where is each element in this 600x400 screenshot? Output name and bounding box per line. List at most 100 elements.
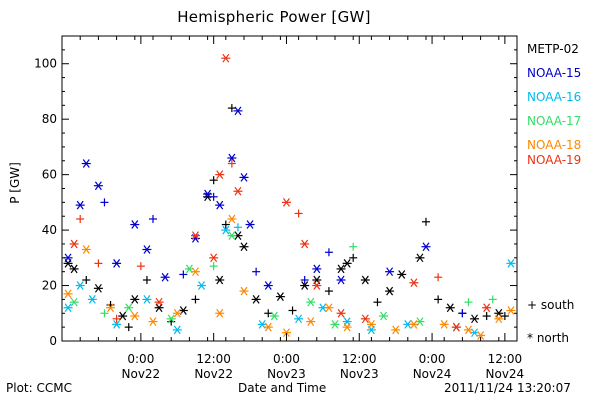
data-point-north [360, 314, 370, 324]
data-point-north [154, 303, 164, 313]
data-point-north [360, 275, 370, 285]
data-point-north [63, 259, 73, 268]
data-point-north [445, 303, 455, 313]
data-point-north [385, 286, 395, 296]
data-point-north [118, 311, 128, 321]
data-point-north [215, 200, 225, 210]
legend-south-symbol: + south [527, 298, 574, 312]
legend-entry-noaa-17: NOAA-17 [527, 114, 582, 128]
y-tick-label: 60 [42, 168, 57, 182]
y-tick-label: 20 [42, 279, 57, 293]
data-point-north [391, 325, 401, 335]
data-point-south [100, 309, 109, 318]
data-point-north [124, 303, 134, 313]
data-point-north [239, 242, 249, 252]
data-point-north [69, 297, 79, 307]
data-point-north [154, 297, 164, 307]
data-point-north [300, 239, 310, 249]
data-point-north [130, 311, 140, 321]
data-point-south [349, 253, 358, 262]
data-point-south [179, 270, 188, 279]
data-point-north [148, 317, 158, 326]
data-point-north [215, 308, 225, 318]
data-point-north [366, 325, 376, 335]
data-point-north [312, 275, 322, 285]
data-point-north [300, 281, 310, 290]
data-point-north [269, 311, 279, 321]
data-point-north [294, 314, 304, 324]
x-tick-label-date: Nov22 [194, 367, 233, 381]
data-point-north [63, 289, 73, 299]
x-tick-label-date: Nov22 [122, 367, 161, 381]
data-point-north [439, 320, 449, 329]
data-point-north [312, 281, 322, 290]
data-point-north [421, 242, 431, 252]
data-point-north [81, 245, 91, 254]
data-point-north [69, 264, 79, 274]
data-point-south [209, 176, 218, 185]
legend-entry-noaa-15: NOAA-15 [527, 66, 582, 80]
data-point-south [227, 159, 236, 168]
data-point-south [264, 309, 273, 318]
data-point-south [136, 262, 145, 271]
data-point-south [458, 309, 467, 318]
y-tick-label: 100 [34, 57, 57, 71]
data-point-north [470, 314, 480, 324]
data-point-north [342, 259, 352, 268]
data-point-north [342, 317, 352, 326]
y-tick-label: 40 [42, 223, 57, 237]
x-tick-label-time: 12:00 [488, 352, 523, 366]
data-point-north [203, 189, 213, 199]
x-tick-label-time: 12:00 [342, 352, 377, 366]
data-point-south [76, 215, 85, 223]
legend-entry-noaa-18: NOAA-18 [527, 138, 582, 152]
data-point-north [251, 295, 261, 304]
data-point-north [130, 220, 140, 229]
data-point-south [227, 104, 236, 113]
data-point-north [106, 303, 116, 313]
data-point-north [397, 270, 407, 279]
data-point-south [252, 267, 261, 276]
data-point-north [330, 320, 340, 329]
data-point-north [166, 314, 176, 324]
data-point-north [239, 173, 249, 182]
chart-axes: 0204060801000:00Nov2212:00Nov220:00Nov23… [34, 35, 524, 381]
data-point-south [422, 217, 430, 226]
data-point-north [385, 267, 395, 277]
data-point-north [476, 331, 486, 340]
data-point-north [275, 292, 285, 301]
south-label: south [540, 298, 575, 312]
data-point-south [488, 295, 497, 304]
data-point-north [63, 303, 73, 313]
x-tick-label-time: 0:00 [419, 352, 446, 366]
data-point-south [349, 242, 358, 251]
data-point-north [227, 231, 237, 240]
data-point-north [130, 295, 140, 304]
data-point-south [500, 312, 509, 321]
x-tick-label-date: Nov23 [267, 367, 306, 381]
data-point-north [324, 303, 334, 313]
data-point-north [409, 278, 419, 288]
data-point-north [221, 225, 231, 235]
x-tick-label-date: Nov23 [340, 367, 379, 381]
legend-entry-noaa-19: NOAA-19 [527, 153, 582, 167]
data-point-south [482, 312, 491, 321]
data-point-north [233, 106, 243, 116]
data-point-south [100, 198, 109, 207]
data-point-north [215, 275, 225, 285]
data-point-north [245, 220, 255, 229]
x-tick-label-date: Nov24 [413, 367, 452, 381]
data-point-south [149, 215, 157, 223]
x-tick-label-time: 0:00 [273, 352, 300, 366]
data-point-south [221, 220, 230, 229]
data-point-north [87, 295, 97, 304]
data-point-north [336, 308, 346, 318]
chart-title: Hemispheric Power [GW] [177, 8, 371, 26]
south-symbol: + [527, 298, 538, 312]
data-point-north [63, 253, 73, 263]
data-point-north [263, 281, 273, 290]
data-point-north [239, 286, 249, 296]
data-point-south [112, 314, 121, 323]
data-marks [63, 53, 516, 340]
